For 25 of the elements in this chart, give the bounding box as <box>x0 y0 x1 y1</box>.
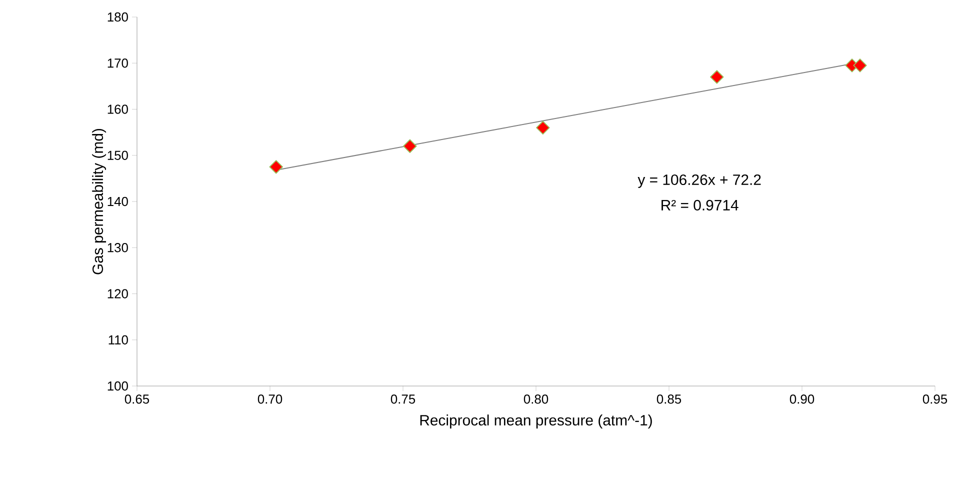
x-axis-title: Reciprocal mean pressure (atm^-1) <box>420 414 652 428</box>
y-tick-label: 180 <box>108 12 128 22</box>
annotation: R² = 0.9714 <box>662 200 738 210</box>
y-axis-title: Gas permeability (md) <box>92 128 106 274</box>
y-tick-label: 130 <box>108 243 128 252</box>
x-tick-label: 0.70 <box>258 394 282 404</box>
point <box>536 120 550 135</box>
annotation: y = 106.26x + 72.2 <box>638 174 761 188</box>
point <box>853 58 867 72</box>
y-tick-label: 160 <box>108 104 128 114</box>
x-tick-label: 0.90 <box>790 394 814 404</box>
point <box>710 70 724 84</box>
y-tick-label: 170 <box>108 58 128 68</box>
x-tick-label: 0.80 <box>524 394 548 404</box>
x-tick-label: 0.85 <box>656 394 682 404</box>
x-tick-label: 0.95 <box>922 394 948 404</box>
y-tick-label: 150 <box>108 150 128 160</box>
y-tick-label: 110 <box>108 335 128 344</box>
x-tick-label: 0.65 <box>124 394 150 404</box>
point <box>403 139 417 154</box>
x-tick-label: 0.75 <box>390 394 416 404</box>
y-tick-label: 100 <box>108 381 128 391</box>
y-tick-label: 140 <box>108 196 128 206</box>
y-tick-label: 120 <box>108 289 128 298</box>
point <box>269 160 283 174</box>
